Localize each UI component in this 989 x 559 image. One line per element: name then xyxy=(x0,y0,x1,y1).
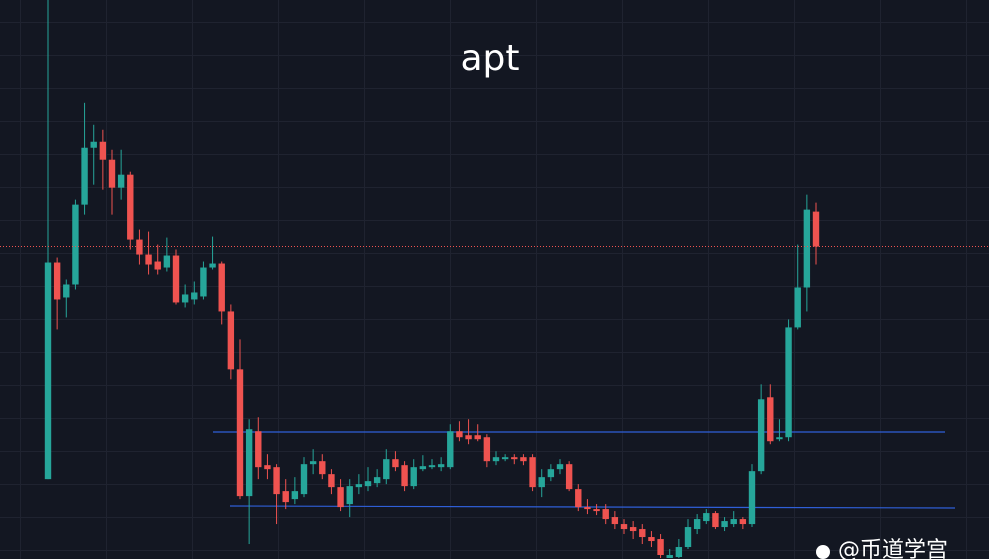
candle-body xyxy=(309,461,317,465)
watermark-text: @币道学宫 xyxy=(838,538,948,559)
candle-body xyxy=(703,513,710,522)
candle-body xyxy=(145,254,152,265)
candle-body xyxy=(584,507,591,510)
candle-body xyxy=(721,521,728,528)
candle-body xyxy=(200,267,207,297)
candle-body xyxy=(447,431,454,468)
candle-body xyxy=(501,457,509,460)
candle-body xyxy=(757,399,765,472)
candle-body xyxy=(666,555,673,559)
candle-body xyxy=(712,513,719,528)
candle-body xyxy=(767,397,774,442)
candle-body xyxy=(456,431,463,438)
candle-body xyxy=(748,471,756,525)
candle-body xyxy=(236,369,244,497)
candle-body xyxy=(538,477,545,488)
candle-body xyxy=(520,457,527,462)
candle-body xyxy=(63,284,70,298)
candle-body xyxy=(227,311,235,370)
candle-body xyxy=(492,457,500,462)
candle-body xyxy=(812,211,820,247)
candle-body xyxy=(72,204,79,285)
candle-body xyxy=(273,467,280,495)
candle-body xyxy=(108,159,116,188)
candle-body xyxy=(117,174,125,188)
candle-body xyxy=(794,287,801,328)
candle-body xyxy=(319,461,326,475)
candle-body xyxy=(657,539,664,556)
candle-body xyxy=(181,294,189,303)
candle-body xyxy=(465,435,472,440)
candle-body xyxy=(373,477,381,484)
candle-body xyxy=(620,524,628,530)
candle-body xyxy=(593,509,600,512)
candle-body xyxy=(629,527,637,532)
candle-body xyxy=(209,263,216,268)
candle-body xyxy=(364,481,372,487)
candle-body xyxy=(81,147,88,205)
candle-body xyxy=(401,465,408,487)
candle-body xyxy=(684,527,692,548)
candle-body xyxy=(191,292,198,300)
chart-title: apt xyxy=(460,38,519,79)
candle-body xyxy=(547,469,555,478)
watermark: @币道学宫 xyxy=(816,538,948,559)
candle-body xyxy=(602,509,609,520)
candle-body xyxy=(264,465,271,470)
candle-body xyxy=(127,174,134,240)
candle-body xyxy=(785,327,792,438)
candle-body xyxy=(355,484,363,488)
candle-body xyxy=(474,435,481,440)
candle-body xyxy=(575,489,582,508)
candle-body xyxy=(44,262,52,480)
candle-body xyxy=(337,487,344,508)
candle-body xyxy=(648,537,655,542)
candle-body xyxy=(556,464,564,470)
candle-body xyxy=(730,519,737,525)
candle-body xyxy=(154,261,161,270)
candle-body xyxy=(437,464,445,468)
candle-body xyxy=(300,464,308,495)
candle-body xyxy=(565,464,573,490)
candle-body xyxy=(392,459,399,468)
candle-body xyxy=(245,429,253,497)
candle-body xyxy=(419,466,427,470)
candle-body xyxy=(136,239,143,255)
candle-body xyxy=(99,141,107,160)
candle-body xyxy=(410,467,417,487)
candle-body xyxy=(675,547,683,558)
candle-body xyxy=(776,437,783,440)
candle-body xyxy=(53,262,61,300)
candle-body xyxy=(639,529,646,538)
candle-body xyxy=(90,141,97,148)
candle-body xyxy=(346,486,353,505)
candle-body xyxy=(255,431,262,468)
candle-body xyxy=(282,491,289,503)
candle-body xyxy=(483,437,491,462)
candle-body xyxy=(803,209,811,288)
candle-body xyxy=(218,263,225,312)
candle-body xyxy=(611,517,619,525)
watermark-icon xyxy=(816,545,830,559)
trend-line xyxy=(229,505,956,509)
candle-body xyxy=(428,465,436,468)
candle-body xyxy=(511,457,518,460)
candle-body xyxy=(328,474,335,488)
candle-body xyxy=(291,491,299,500)
candle-body xyxy=(693,519,701,530)
candle-body xyxy=(172,255,180,303)
candle-body xyxy=(529,457,536,488)
candle-body xyxy=(383,459,390,480)
candle-body xyxy=(739,519,747,525)
candle-body xyxy=(163,255,171,268)
